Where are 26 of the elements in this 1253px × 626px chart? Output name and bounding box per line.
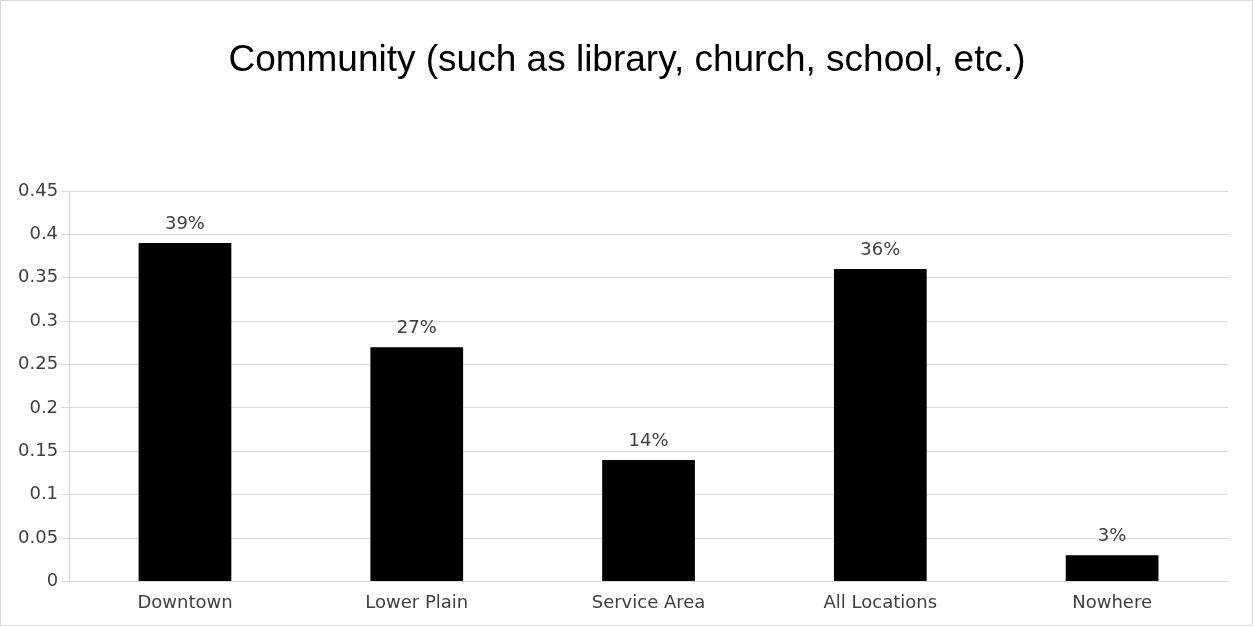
bar — [138, 243, 232, 581]
x-tick-label: Nowhere — [1072, 590, 1152, 612]
x-tick-label: Downtown — [137, 590, 233, 612]
data-label: 3% — [1097, 524, 1127, 546]
y-tick-label: 0.4 — [29, 222, 59, 244]
y-tick-label: 0.25 — [18, 352, 59, 374]
data-label: 39% — [164, 211, 205, 233]
y-tick-label: 0.15 — [18, 438, 59, 460]
y-tick-label: 0.3 — [29, 308, 59, 330]
x-tick-label: Lower Plain — [365, 590, 469, 612]
chart-title: Community (such as library, church, school, etc.) — [227, 37, 1027, 81]
y-tick-label: 0.45 — [18, 178, 59, 200]
data-label: 27% — [396, 315, 437, 337]
y-tick-label: 0 — [46, 569, 59, 591]
bar — [602, 459, 695, 581]
x-tick-label: Service Area — [591, 590, 706, 612]
data-label: 36% — [860, 237, 901, 259]
bar — [833, 269, 927, 581]
bar — [1065, 555, 1159, 581]
y-tick-label: 0.1 — [29, 482, 59, 504]
bar — [370, 347, 464, 581]
y-tick-label: 0.2 — [29, 395, 59, 417]
x-tick-label: All Locations — [823, 590, 938, 612]
data-label: 14% — [628, 428, 669, 450]
y-tick-label: 0.35 — [18, 265, 59, 287]
y-tick-label: 0.05 — [18, 525, 59, 547]
